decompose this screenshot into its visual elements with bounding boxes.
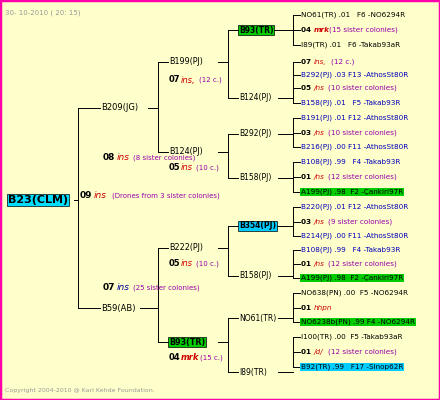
Text: 01: 01 [301,174,313,180]
Text: 08: 08 [103,154,115,162]
Text: ins: ins [181,260,193,268]
Text: ins: ins [117,154,130,162]
Text: (10 sister colonies): (10 sister colonies) [328,85,397,91]
Text: B93(TR): B93(TR) [169,338,205,346]
Text: B209(JG): B209(JG) [101,104,138,112]
Text: /ns: /ns [314,85,325,91]
Text: B108(PJ) .99   F4 -Takab93R: B108(PJ) .99 F4 -Takab93R [301,247,400,253]
Text: ins,: ins, [181,76,196,84]
Text: NO61(TR): NO61(TR) [239,314,276,322]
Text: (10 c.): (10 c.) [196,165,219,171]
Text: (12 sister colonies): (12 sister colonies) [328,174,397,180]
Text: B191(PJ) .01 F12 -AthosSt80R: B191(PJ) .01 F12 -AthosSt80R [301,115,408,121]
Text: NO6238b(PN) .99 F4 -NO6294R: NO6238b(PN) .99 F4 -NO6294R [301,319,415,325]
Text: (15 c.): (15 c.) [200,355,223,361]
Text: ins,: ins, [314,59,326,65]
Text: I89(TR) .01   F6 -Takab93aR: I89(TR) .01 F6 -Takab93aR [301,42,400,48]
Text: (9 sister colonies): (9 sister colonies) [328,219,392,225]
Text: ins: ins [117,284,130,292]
Text: B23(CLM): B23(CLM) [8,195,68,205]
Text: B220(PJ) .01 F12 -AthosSt80R: B220(PJ) .01 F12 -AthosSt80R [301,204,408,210]
Text: (12 c.): (12 c.) [331,59,354,65]
Text: B92(TR) .99   F17 -Sinop62R: B92(TR) .99 F17 -Sinop62R [301,364,403,370]
Text: I89(TR): I89(TR) [239,368,267,376]
Text: 07: 07 [169,76,180,84]
Text: B214(PJ) .00 F11 -AthosSt80R: B214(PJ) .00 F11 -AthosSt80R [301,233,408,239]
Text: ins: ins [94,192,107,200]
Text: A199(PJ) .98  F2 -Çankiri97R: A199(PJ) .98 F2 -Çankiri97R [301,189,403,195]
Text: 09: 09 [80,192,92,200]
Text: 30- 10-2010 ( 20: 15): 30- 10-2010 ( 20: 15) [5,10,81,16]
Text: 05: 05 [169,260,181,268]
Text: 04: 04 [169,354,181,362]
Text: ins: ins [181,164,193,172]
Text: 03: 03 [301,130,313,136]
Text: /ns: /ns [314,219,325,225]
Text: B216(PJ) .00 F11 -AthosSt80R: B216(PJ) .00 F11 -AthosSt80R [301,144,408,150]
Text: /d/: /d/ [314,349,324,355]
Text: B222(PJ): B222(PJ) [169,244,203,252]
Text: 05: 05 [169,164,181,172]
Text: B59(AB): B59(AB) [101,304,136,312]
Text: B292(PJ) .03 F13 -AthosSt80R: B292(PJ) .03 F13 -AthosSt80R [301,72,408,78]
Text: B158(PJ): B158(PJ) [239,272,271,280]
Text: I100(TR) .00  F5 -Takab93aR: I100(TR) .00 F5 -Takab93aR [301,334,403,340]
Text: (12 sister colonies): (12 sister colonies) [328,349,397,355]
Text: (10 c.): (10 c.) [196,261,219,267]
Text: mrk: mrk [181,354,199,362]
Text: B158(PJ) .01   F5 -Takab93R: B158(PJ) .01 F5 -Takab93R [301,100,400,106]
Text: (12 sister colonies): (12 sister colonies) [328,261,397,267]
Text: B354(PJ): B354(PJ) [239,222,276,230]
Text: B93(TR): B93(TR) [239,26,274,34]
Text: 07: 07 [103,284,115,292]
Text: A199(PJ) .98  F2 -Çankiri97R: A199(PJ) .98 F2 -Çankiri97R [301,275,403,281]
Text: B108(PJ) .99   F4 -Takab93R: B108(PJ) .99 F4 -Takab93R [301,159,400,165]
Text: (15 sister colonies): (15 sister colonies) [329,27,398,33]
Text: Copyright 2004-2010 @ Karl Kehde Foundation.: Copyright 2004-2010 @ Karl Kehde Foundat… [5,388,155,393]
Text: NO61(TR) .01   F6 -NO6294R: NO61(TR) .01 F6 -NO6294R [301,12,405,18]
Text: (25 sister colonies): (25 sister colonies) [133,285,200,291]
Text: 07: 07 [301,59,313,65]
Text: hhpn: hhpn [314,305,333,311]
Text: (8 sister colonies): (8 sister colonies) [133,155,195,161]
Text: /ns: /ns [314,261,325,267]
Text: mrk: mrk [314,27,330,33]
Text: B199(PJ): B199(PJ) [169,58,203,66]
Text: 01: 01 [301,261,313,267]
Text: 01: 01 [301,305,313,311]
Text: (10 sister colonies): (10 sister colonies) [328,130,397,136]
Text: (Drones from 3 sister colonies): (Drones from 3 sister colonies) [112,193,220,199]
Text: (12 c.): (12 c.) [199,77,222,83]
Text: NO638(PN) .00  F5 -NO6294R: NO638(PN) .00 F5 -NO6294R [301,290,408,296]
Text: B124(PJ): B124(PJ) [239,94,271,102]
Text: B124(PJ): B124(PJ) [169,148,203,156]
Text: 03: 03 [301,219,313,225]
Text: 04: 04 [301,27,313,33]
Text: /ns: /ns [314,174,325,180]
Text: B292(PJ): B292(PJ) [239,130,271,138]
Text: 01: 01 [301,349,313,355]
Text: 05: 05 [301,85,314,91]
Text: B158(PJ): B158(PJ) [239,174,271,182]
Text: /ns: /ns [314,130,325,136]
